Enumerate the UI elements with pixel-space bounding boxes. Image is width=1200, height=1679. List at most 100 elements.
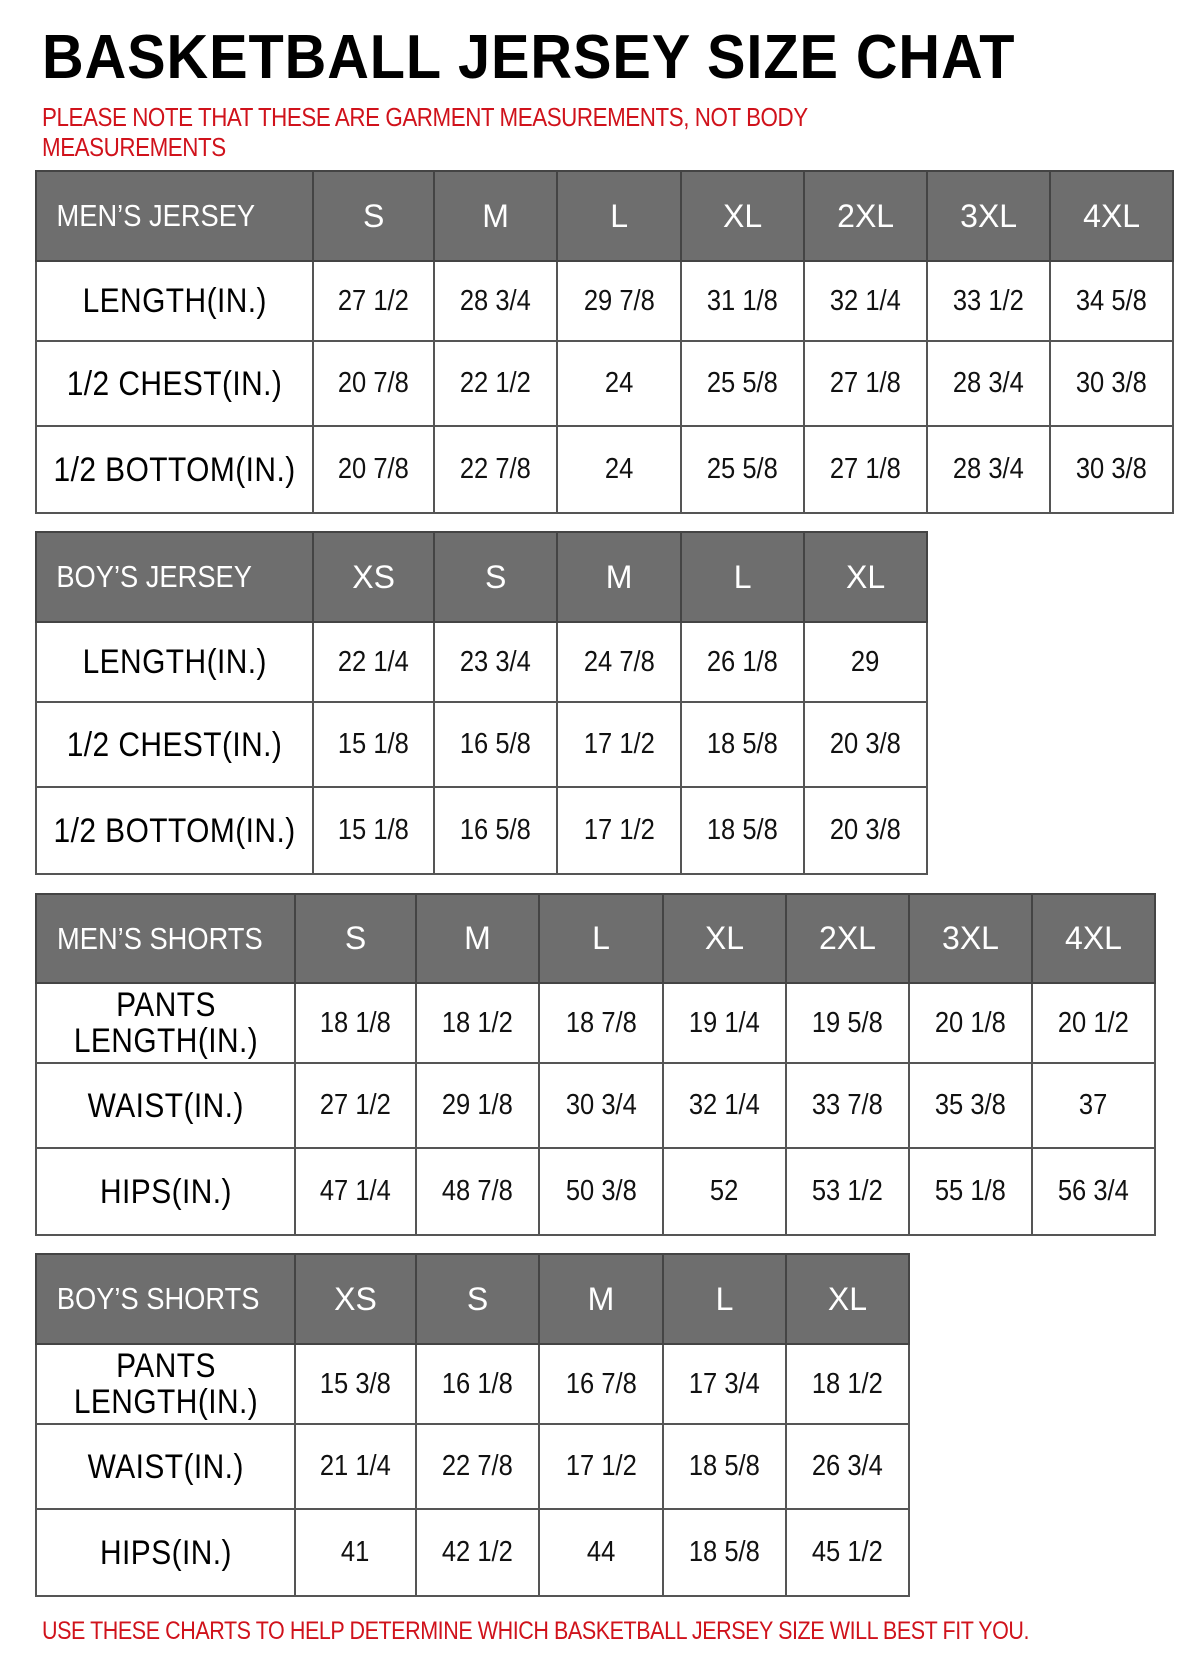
value-cell: 18 5/8 <box>662 1508 787 1597</box>
row-label-cell: LENGTH(IN.) <box>34 260 315 342</box>
value: 22 1/2 <box>460 367 532 399</box>
value: 16 7/8 <box>565 1367 637 1400</box>
value: 22 7/8 <box>460 453 532 485</box>
value: 22 7/8 <box>442 1450 513 1482</box>
value-cell: 16 5/8 <box>433 701 559 788</box>
value-cell: 32 1/4 <box>662 1062 787 1149</box>
value: 20 7/8 <box>338 453 410 485</box>
value: 18 1/2 <box>812 1367 883 1400</box>
value-cell: 32 1/4 <box>803 260 929 342</box>
value-cell: 20 1/8 <box>908 982 1033 1064</box>
size-header: 4XL <box>1049 170 1175 262</box>
table-row: 1/2 CHEST(IN.) 20 7/8 22 1/2 24 25 5/8 27 1/8… <box>34 340 1175 427</box>
value: 20 3/8 <box>830 814 902 846</box>
value: 15 3/8 <box>320 1367 391 1400</box>
table-row: WAIST(IN.) 27 1/2 29 1/8 30 3/4 32 1/4 33 7/8… <box>35 1062 1156 1149</box>
value: 20 1/2 <box>1058 1006 1129 1039</box>
value: 18 5/8 <box>707 814 779 846</box>
value-cell: 44 <box>538 1508 664 1597</box>
table-row: LENGTH(IN.) 27 1/2 28 3/4 29 7/8 31 1/8 32 1/… <box>34 260 1175 342</box>
value-cell: 25 5/8 <box>680 425 806 514</box>
header-label-cell: MEN’S JERSEY <box>34 170 315 262</box>
value-cell: 53 1/2 <box>785 1147 910 1236</box>
value: 28 3/4 <box>953 367 1025 399</box>
row-label: PANTS LENGTH(IN.) <box>73 986 258 1060</box>
value: 24 <box>604 367 634 399</box>
value-cell: 25 5/8 <box>680 340 806 427</box>
value: 35 3/8 <box>935 1089 1006 1121</box>
value-cell: 50 3/8 <box>538 1147 664 1236</box>
value-cell: 52 <box>662 1147 787 1236</box>
table-row: HIPS(IN.) 47 1/4 48 7/8 50 3/8 52 53 1/2 55 1/… <box>35 1147 1156 1236</box>
size-header: XL <box>785 1253 910 1345</box>
value: 55 1/8 <box>935 1175 1006 1207</box>
table-row: HIPS(IN.) 41 42 1/2 44 18 5/8 45 1/2 <box>35 1508 910 1597</box>
mens-shorts-table: MEN’S SHORTS S M L XL 2XL 3XL 4XL PANTS LENGTH(I… <box>35 893 1156 1236</box>
value: 19 5/8 <box>812 1006 883 1039</box>
row-label-cell: 1/2 CHEST(IN.) <box>34 701 315 788</box>
row-label: WAIST(IN.) <box>87 1447 244 1486</box>
value-cell: 18 7/8 <box>538 982 664 1064</box>
value: 45 1/2 <box>812 1536 883 1568</box>
table-row: 1/2 BOTTOM(IN.) 20 7/8 22 7/8 24 25 5/8 27 1/… <box>34 425 1175 514</box>
value-cell: 33 7/8 <box>785 1062 910 1149</box>
value-cell: 27 1/2 <box>312 260 436 342</box>
value: 19 1/4 <box>689 1006 760 1039</box>
row-label: 1/2 CHEST(IN.) <box>66 725 283 764</box>
value: 24 <box>604 453 634 485</box>
value: 17 1/2 <box>583 728 655 760</box>
size-header: L <box>538 893 664 984</box>
value: 32 1/4 <box>689 1089 760 1121</box>
value-cell: 24 7/8 <box>556 621 683 703</box>
value: 33 7/8 <box>812 1089 883 1121</box>
value-cell: 28 3/4 <box>926 340 1052 427</box>
value: 28 3/4 <box>953 453 1025 485</box>
value: 31 1/8 <box>707 284 779 317</box>
header-row: MEN’S JERSEY S M L XL 2XL 3XL 4XL <box>34 170 1175 262</box>
page-title: BASKETBALL JERSEY SIZE CHAT <box>42 23 1016 92</box>
value: 25 5/8 <box>707 367 779 399</box>
value-cell: 19 1/4 <box>662 982 787 1064</box>
value: 41 <box>341 1536 370 1568</box>
value: 29 7/8 <box>583 284 655 317</box>
header-label-cell: MEN’S SHORTS <box>35 893 296 984</box>
value: 21 1/4 <box>320 1450 391 1482</box>
value-cell: 26 3/4 <box>785 1423 910 1510</box>
value-cell: 30 3/8 <box>1049 425 1175 514</box>
value-cell: 29 1/8 <box>415 1062 540 1149</box>
value-cell: 19 5/8 <box>785 982 910 1064</box>
value: 32 1/4 <box>830 284 902 317</box>
value-cell: 17 1/2 <box>556 701 683 788</box>
size-header: L <box>680 531 806 623</box>
row-label-cell: PANTS LENGTH(IN.) <box>35 982 296 1064</box>
value-cell: 20 7/8 <box>312 340 436 427</box>
value: 20 1/8 <box>935 1006 1006 1039</box>
size-header: XS <box>294 1253 417 1345</box>
size-header: 2XL <box>803 170 929 262</box>
value-cell: 47 1/4 <box>294 1147 417 1236</box>
row-label: PANTS LENGTH(IN.) <box>73 1347 258 1421</box>
mens-jersey-table: MEN’S JERSEY S M L XL 2XL 3XL 4XL LENGTH(IN.) 27 … <box>34 170 1175 514</box>
row-label: WAIST(IN.) <box>87 1086 244 1125</box>
value: 18 5/8 <box>707 728 779 760</box>
value: 17 1/2 <box>583 814 655 846</box>
value: 30 3/4 <box>565 1089 637 1121</box>
row-label-cell: WAIST(IN.) <box>35 1062 296 1149</box>
value-cell: 15 3/8 <box>294 1343 417 1425</box>
value: 18 5/8 <box>689 1450 760 1482</box>
value-cell: 20 1/2 <box>1031 982 1156 1064</box>
value-cell: 18 5/8 <box>662 1423 787 1510</box>
value-cell: 45 1/2 <box>785 1508 910 1597</box>
row-label: 1/2 BOTTOM(IN.) <box>53 811 296 850</box>
value: 50 3/8 <box>565 1175 637 1207</box>
value-cell: 55 1/8 <box>908 1147 1033 1236</box>
table-row: PANTS LENGTH(IN.) 18 1/8 18 1/2 18 7/8 19 1/… <box>35 982 1156 1064</box>
boys-shorts-table: BOY’S SHORTS XS S M L XL PANTS LENGTH(IN.) 15 3… <box>35 1253 910 1597</box>
size-header: S <box>415 1253 540 1345</box>
value: 15 1/8 <box>338 728 410 760</box>
table-title: MEN’S SHORTS <box>57 920 263 956</box>
value: 18 5/8 <box>689 1536 760 1568</box>
value-cell: 29 7/8 <box>556 260 683 342</box>
size-header: M <box>556 531 683 623</box>
value-cell: 34 5/8 <box>1049 260 1175 342</box>
